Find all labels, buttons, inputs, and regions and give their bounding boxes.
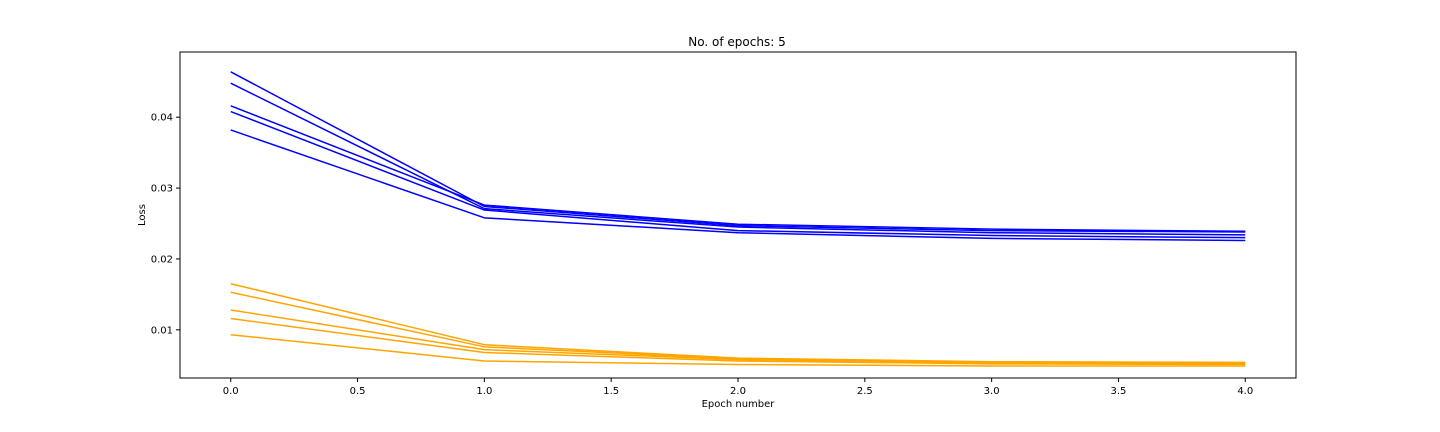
series-line-9 [230, 317, 1246, 366]
y-axis-ticks: 0.01 0.02 0.03 0.04 [151, 113, 180, 336]
y-tick-label: 0.02 [151, 254, 173, 265]
x-tick-label: 2.0 [730, 386, 746, 397]
series-line-5 [230, 129, 1246, 242]
y-tick-label: 0.03 [151, 184, 173, 195]
chart-title: No. of epochs: 5 [688, 35, 785, 49]
series-line-4 [230, 110, 1246, 239]
x-tick-label: 2.5 [857, 386, 873, 397]
x-tick-label: 0.5 [350, 386, 366, 397]
x-axis-ticks: 0.0 0.5 1.0 1.5 2.0 2.5 3.0 3.5 4.0 [223, 378, 1253, 397]
series-layer [230, 71, 1246, 367]
x-axis-label: Epoch number [702, 399, 776, 410]
series-line-1 [230, 71, 1246, 233]
y-axis-label: Loss [137, 204, 148, 226]
series-line-3 [230, 105, 1246, 233]
x-tick-label: 1.0 [476, 386, 492, 397]
x-tick-label: 1.5 [603, 386, 619, 397]
y-tick-label: 0.04 [151, 113, 173, 124]
x-tick-label: 4.0 [1237, 386, 1253, 397]
x-tick-label: 3.5 [1111, 386, 1127, 397]
y-tick-label: 0.01 [151, 325, 173, 336]
series-line-2 [230, 82, 1246, 236]
series-line-10 [230, 334, 1246, 367]
x-tick-label: 3.0 [984, 386, 1000, 397]
x-tick-label: 0.0 [223, 386, 239, 397]
